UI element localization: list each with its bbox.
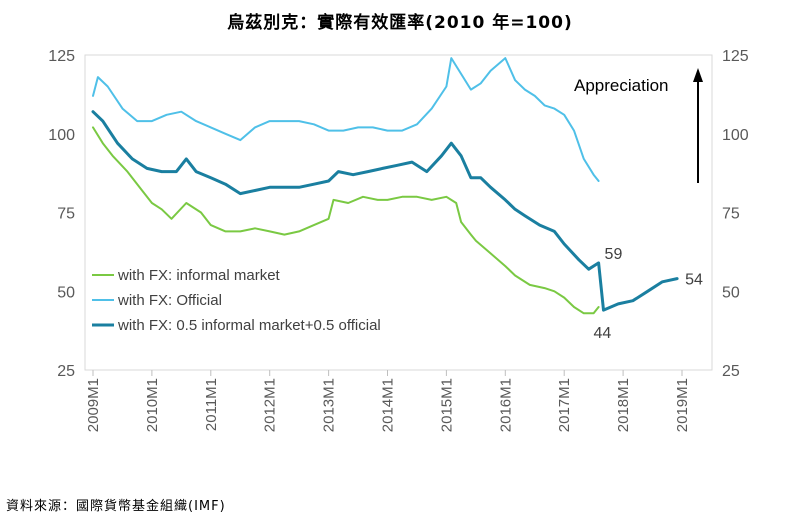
x-tick-label-2012M1: 2012M1 [262,378,279,432]
x-tick-label-2019M1: 2019M1 [674,378,691,432]
point-labels: 59 44 54 [593,246,703,342]
x-tick-label-2018M1: 2018M1 [615,378,632,432]
x-tick-label-2016M1: 2016M1 [497,378,514,432]
legend: with FX: informal market with FX: Officia… [92,267,381,334]
plot-frame [84,54,713,371]
y-tick-right-75: 75 [722,206,740,223]
y-tick-left-125: 125 [48,48,75,65]
y-tick-right-125: 125 [722,48,749,65]
series-lines [91,57,679,315]
y-tick-left-75: 75 [57,206,75,223]
legend-label-2: with FX: Official [117,292,222,309]
plot-border [84,54,713,371]
source-note: 資料來源：國際貨幣基金組織(IMF) [6,499,226,514]
y-tick-right-100: 100 [722,127,749,144]
series-line-2 [92,57,600,182]
x-tick-label-2010M1: 2010M1 [144,378,161,432]
x-tick-label-2017M1: 2017M1 [556,378,573,432]
x-axis: 2009M1 2010M1 2011M1 2012M1 2013M1 2014M1 2015… [85,370,691,432]
chart-title: 烏茲別克：實際有效匯率(2010 年=100) [227,13,573,33]
series-line-1 [92,126,600,315]
y-tick-right-50: 50 [722,284,740,301]
appreciation-arrow-head [693,68,703,82]
y-axis-left: 25 50 75 100 125 [48,48,75,380]
legend-label-1: with FX: informal market [117,267,281,284]
point-label-59: 59 [605,246,623,263]
point-label-44: 44 [593,325,611,342]
y-tick-right-25: 25 [722,363,740,380]
x-tick-label-2011M1: 2011M1 [203,378,220,431]
x-tick-label-2009M1: 2009M1 [85,378,102,432]
x-tick-label-2015M1: 2015M1 [438,378,455,432]
legend-label-3: with FX: 0.5 informal market+0.5 officia… [117,317,381,334]
appreciation-label: Appreciation [574,76,669,95]
appreciation-annotation: Appreciation [574,68,703,183]
point-label-54: 54 [685,272,703,289]
series-line-3 [91,110,679,312]
y-tick-left-25: 25 [57,363,75,380]
x-tick-label-2014M1: 2014M1 [380,378,397,432]
y-axis-right: 25 50 75 100 125 [722,48,749,380]
x-tick-label-2013M1: 2013M1 [321,378,338,432]
y-tick-left-50: 50 [57,284,75,301]
y-tick-left-100: 100 [48,127,75,144]
